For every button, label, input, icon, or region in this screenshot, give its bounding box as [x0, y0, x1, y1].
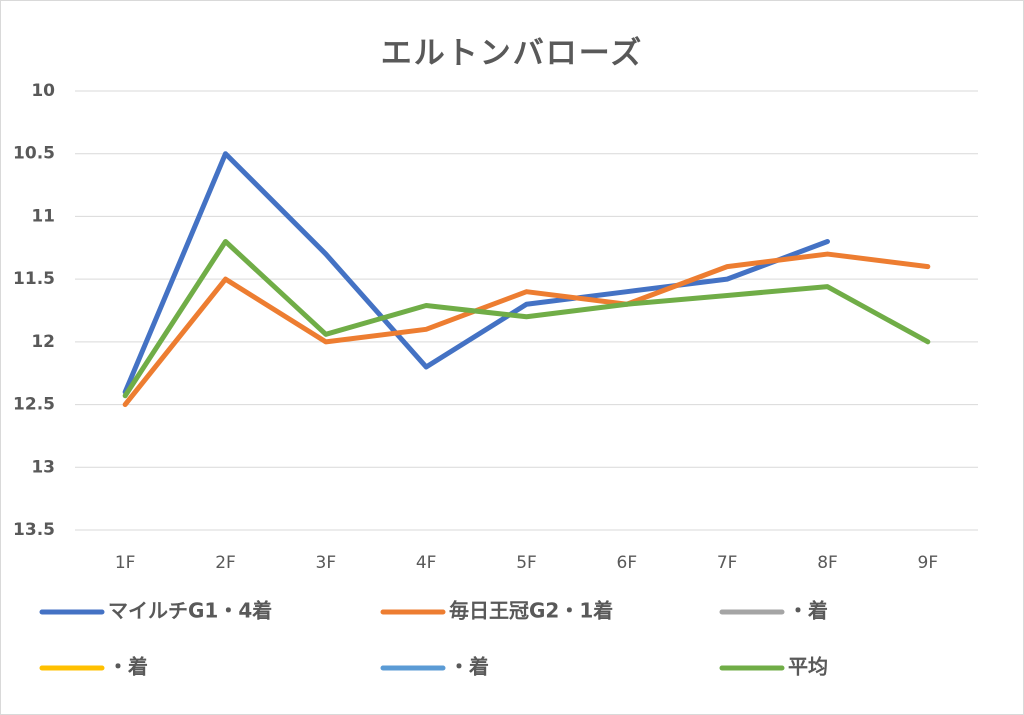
legend-label: ・着 — [449, 655, 489, 679]
legend-label: マイルチG1・4着 — [108, 599, 272, 623]
series-line — [122, 251, 931, 408]
x-tick-label: 3F — [316, 553, 337, 573]
x-tick-label: 1F — [115, 553, 136, 573]
x-tick-label: 7F — [717, 553, 738, 573]
y-tick-label: 13 — [31, 457, 55, 477]
y-tick-label: 10 — [31, 81, 55, 101]
series-line — [122, 239, 931, 399]
legend-label: ・着 — [788, 599, 828, 623]
x-tick-label: 9F — [918, 553, 939, 573]
y-tick-label: 12.5 — [13, 395, 55, 415]
y-tick-label: 13.5 — [13, 520, 55, 540]
x-tick-label: 6F — [617, 553, 638, 573]
y-tick-label: 10.5 — [13, 144, 55, 164]
x-tick-label: 4F — [416, 553, 437, 573]
x-tick-label: 2F — [215, 553, 236, 573]
legend-label: 平均 — [788, 655, 828, 679]
series-line — [122, 151, 830, 395]
x-tick-label: 8F — [817, 553, 838, 573]
y-tick-label: 11 — [31, 206, 55, 226]
legend-label: 毎日王冠G2・1着 — [449, 599, 613, 623]
chart-title: エルトンバローズ — [381, 36, 643, 72]
y-tick-label: 11.5 — [13, 269, 55, 289]
x-tick-label: 5F — [516, 553, 537, 573]
y-tick-label: 12 — [31, 332, 55, 352]
legend-label: ・着 — [108, 655, 148, 679]
